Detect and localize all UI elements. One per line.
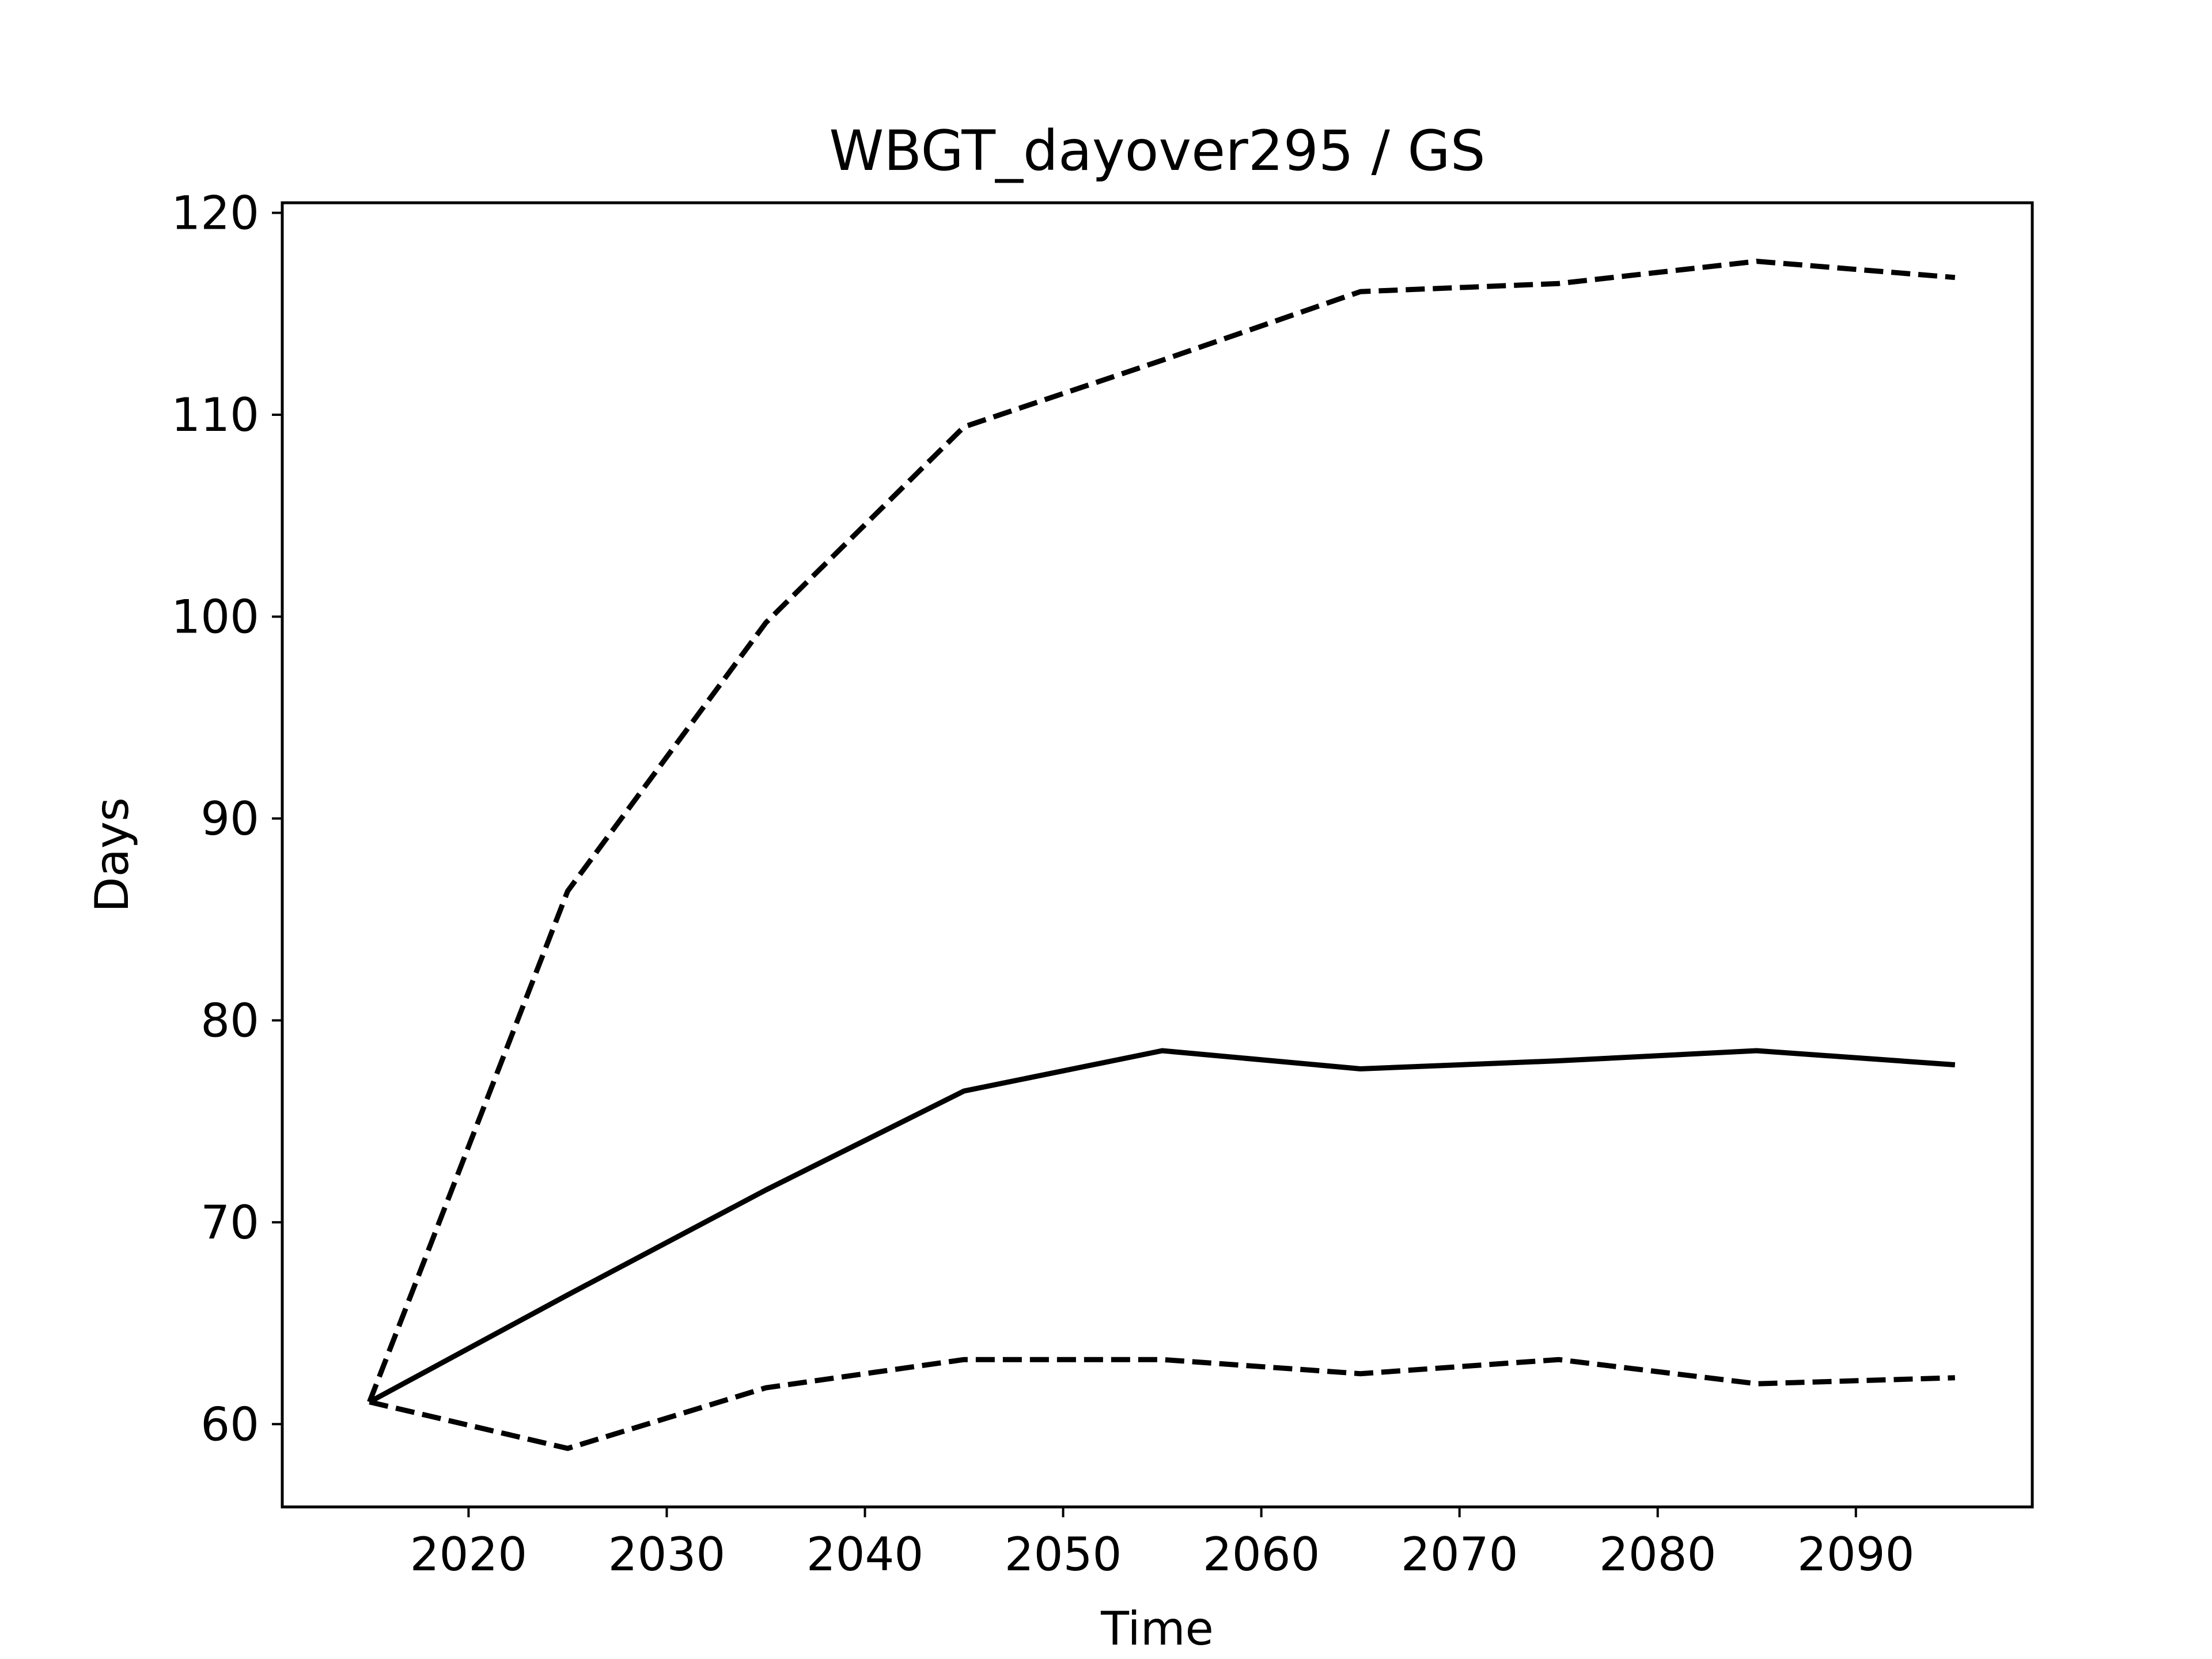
- y-tick-label-70: 70: [200, 1196, 259, 1249]
- series-line-2-dashed: [367, 259, 1956, 1403]
- series-line-3-dashed: [369, 1357, 1955, 1451]
- plot-area-frame: [281, 201, 2034, 1509]
- x-tick-label-2040: 2040: [806, 1528, 924, 1581]
- series-layer: [367, 259, 1956, 1451]
- x-tick-label-2060: 2060: [1203, 1528, 1320, 1581]
- y-tick-label-60: 60: [200, 1397, 259, 1451]
- y-tick-label-110: 110: [171, 388, 259, 442]
- y-tick-label-80: 80: [200, 994, 259, 1047]
- x-tick-label-2020: 2020: [410, 1528, 528, 1581]
- y-axis-label: Days: [85, 797, 139, 912]
- x-axis: 2020 2030 2040 2050 2060 2070 2080 2090: [410, 1507, 1915, 1581]
- x-tick-label-2080: 2080: [1599, 1528, 1717, 1581]
- x-tick-label-2050: 2050: [1005, 1528, 1122, 1581]
- x-tick-label-2070: 2070: [1401, 1528, 1518, 1581]
- x-tick-label-2030: 2030: [608, 1528, 726, 1581]
- x-tick-label-2090: 2090: [1797, 1528, 1915, 1581]
- y-tick-label-90: 90: [200, 792, 259, 846]
- series-line-1-solid: [368, 1048, 1956, 1404]
- y-tick-label-120: 120: [171, 187, 259, 240]
- y-axis: 60 70 80 90 100 110 120: [171, 187, 282, 1451]
- chart-title: WBGT_dayover295 / GS: [829, 119, 1485, 183]
- x-axis-label: Time: [1100, 1602, 1214, 1656]
- y-tick-label-100: 100: [171, 590, 259, 643]
